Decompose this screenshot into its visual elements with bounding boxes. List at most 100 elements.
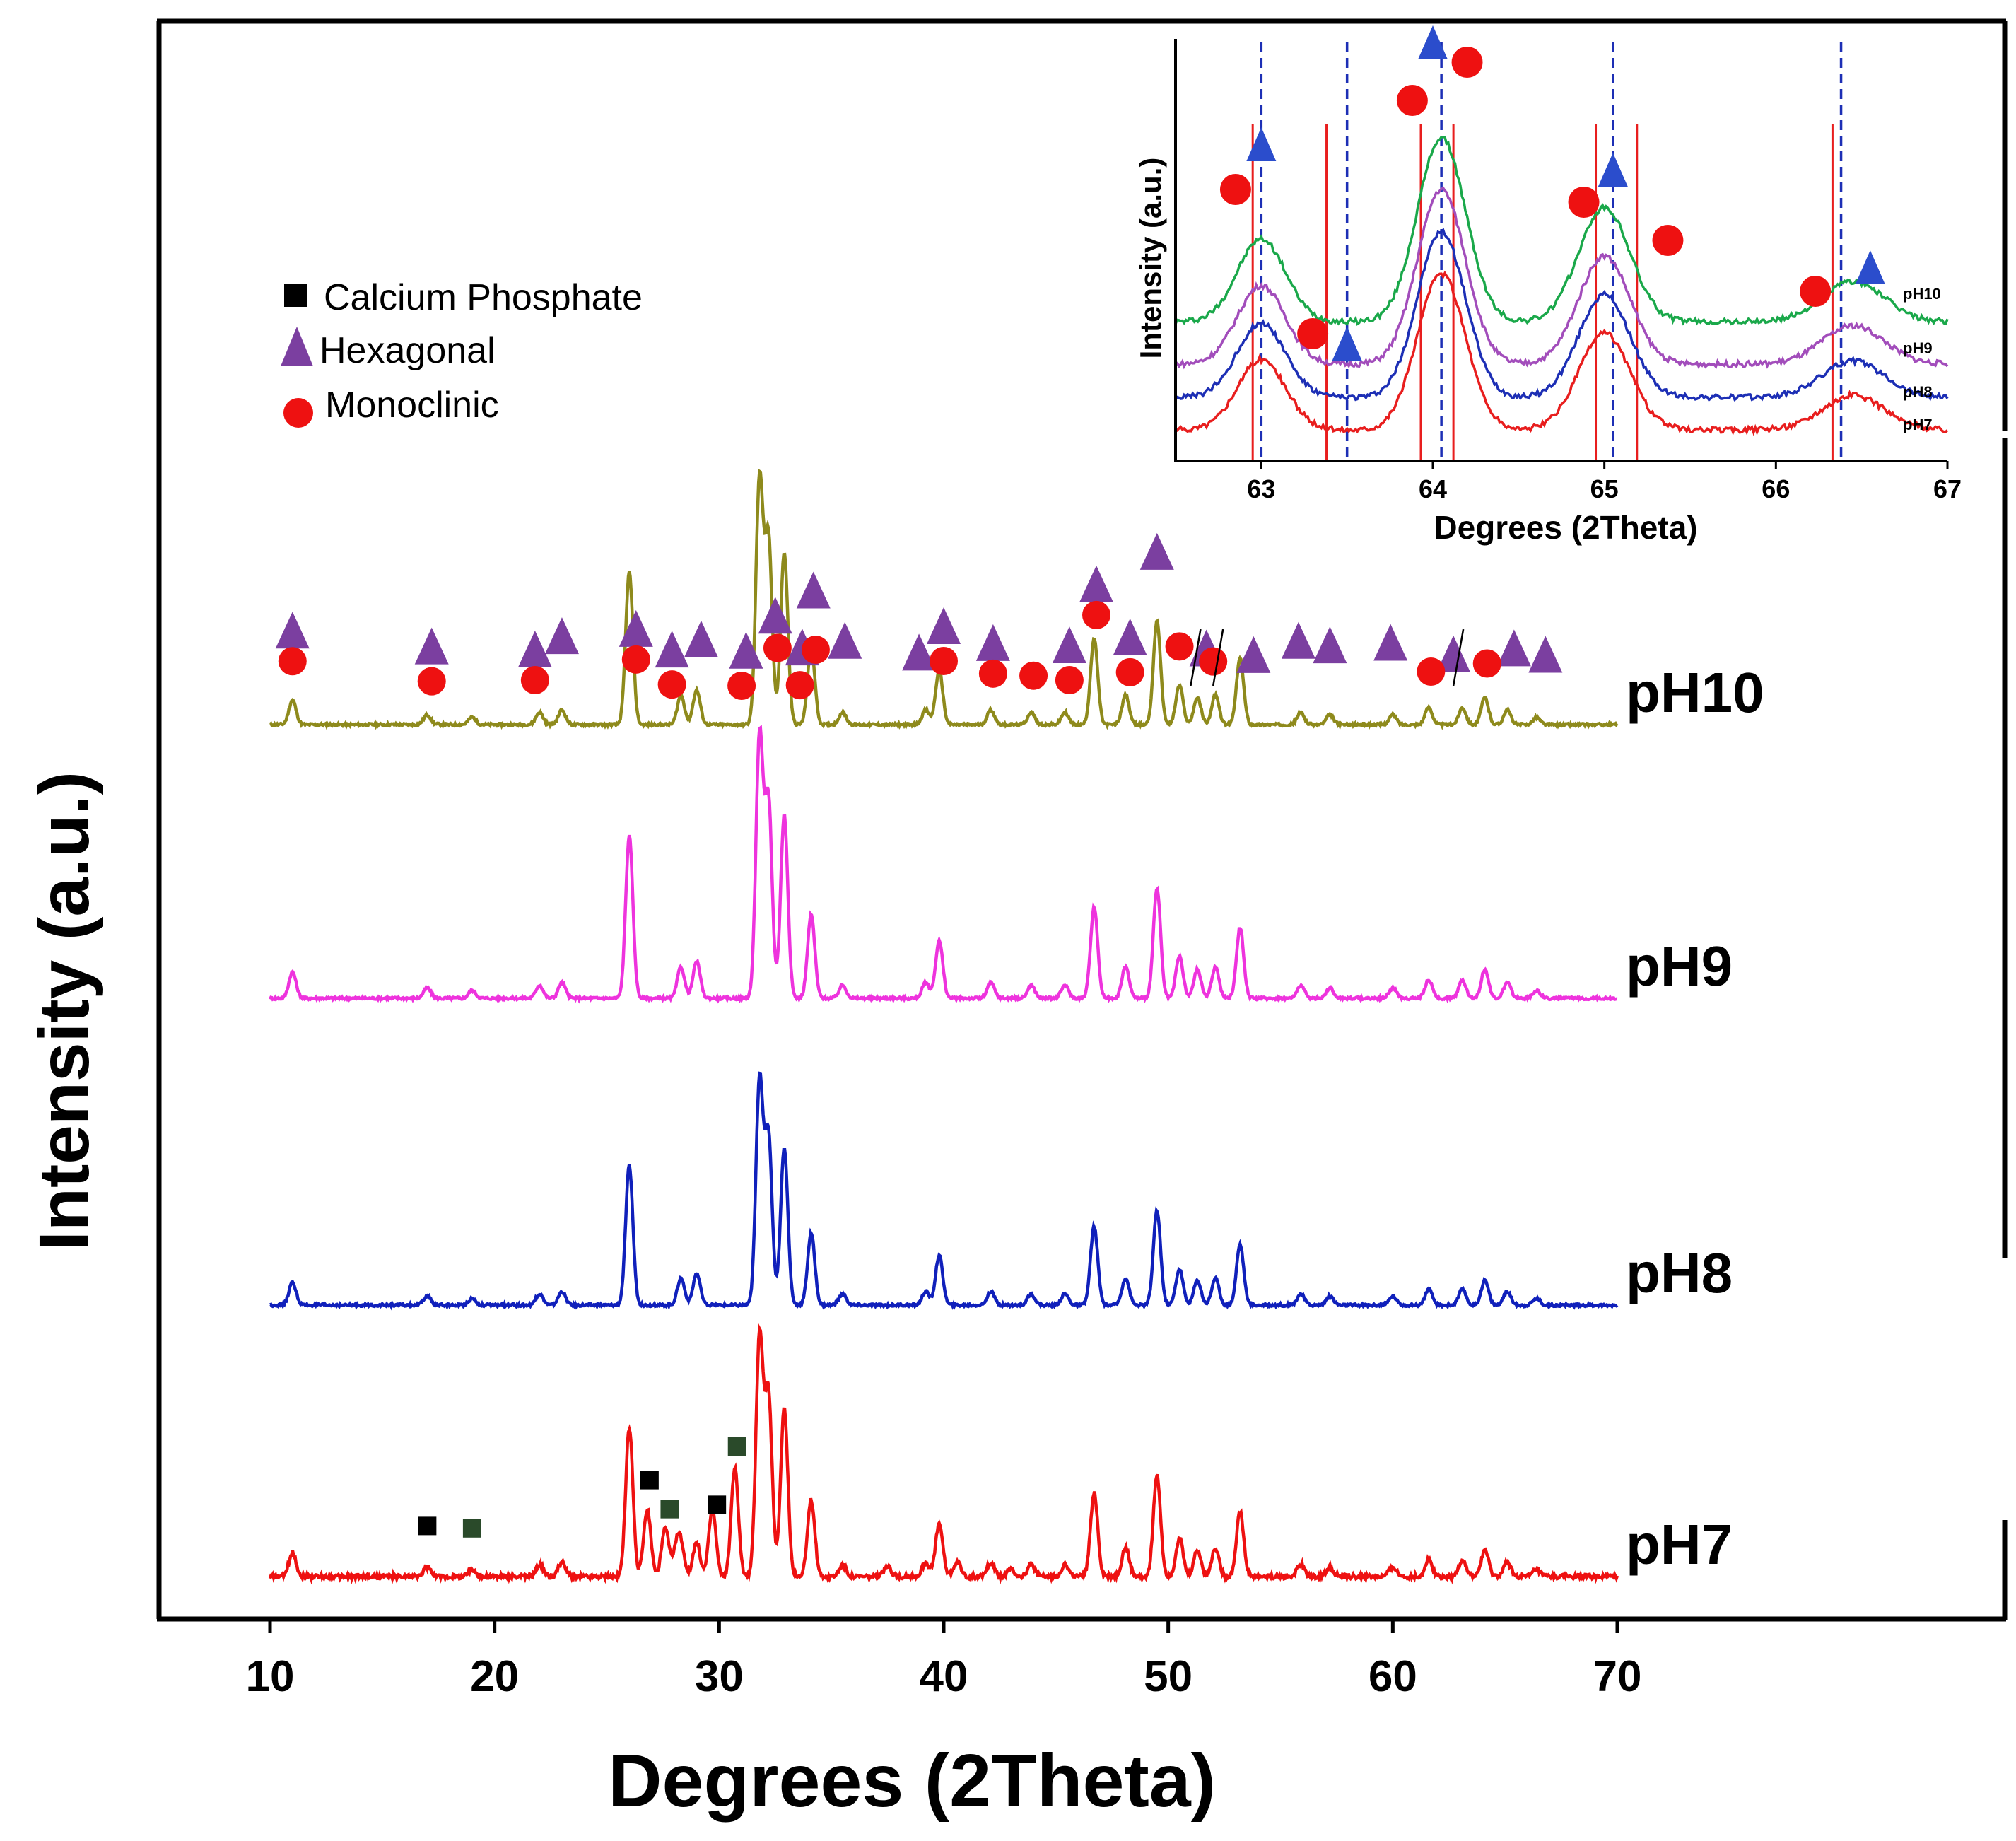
inset-monoclinic-marker: [1396, 85, 1428, 116]
inset-x-axis-label: Degrees (2Theta): [1434, 509, 1697, 546]
annotation-arrow: [1212, 629, 1224, 686]
legend-label-hexagonal: Hexagonal: [320, 330, 496, 371]
hexagonal-marker: [1236, 636, 1271, 673]
inset-hexagonal-marker: [1418, 25, 1448, 59]
hexagonal-marker: [1436, 635, 1471, 672]
calcium-phosphate-marker: [640, 1471, 659, 1490]
hexagonal-marker: [544, 617, 579, 655]
calcium-phosphate-marker: [462, 1519, 481, 1538]
x-axis-label: Degrees (2Theta): [608, 1739, 1216, 1823]
inset-series-group: pH10 pH9 pH8 pH7: [1174, 135, 1949, 436]
hexagonal-marker: [1373, 624, 1408, 661]
inset-hexagonal-marker: [1246, 127, 1277, 161]
hexagonal-marker: [414, 627, 449, 665]
monoclinic-marker: [1019, 661, 1048, 690]
inset-series-line-ph9: [1175, 186, 1949, 370]
monoclinic-marker: [520, 666, 549, 695]
inset-chart: pH10 pH9 pH8 pH7 63 64 65 66 67 Degrees (2Theta…: [1134, 25, 1962, 546]
inset-series-label-ph7: pH7: [1903, 416, 1933, 433]
inset-series-line-ph7: [1174, 270, 1949, 436]
hexagonal-marker: [1113, 618, 1147, 655]
annotation-arrow: [1190, 629, 1202, 686]
annotation-arrow: [1452, 629, 1465, 686]
monoclinic-marker: [763, 633, 792, 662]
legend-circle-marker: [283, 398, 313, 428]
monoclinic-marker: [1165, 632, 1194, 661]
hexagonal-marker: [975, 624, 1010, 661]
main-series-group: pH10 pH9 pH8 pH7: [268, 468, 1764, 1585]
calcium-phosphate-marker: [418, 1516, 437, 1536]
x-tick-label: 30: [695, 1652, 744, 1701]
hexagonal-marker: [758, 597, 792, 634]
series-line-ph7: [268, 1323, 1619, 1585]
hexagonal-marker: [1528, 636, 1563, 673]
series-label-ph10: pH10: [1626, 661, 1764, 724]
hexagonal-marker: [927, 607, 961, 644]
inset-series-label-ph10: pH10: [1903, 285, 1941, 303]
hexagonal-marker: [1079, 565, 1114, 602]
monoclinic-marker: [278, 647, 307, 676]
monoclinic-marker: [1115, 658, 1144, 686]
monoclinic-marker: [417, 667, 446, 696]
inset-series-line-ph8: [1174, 228, 1949, 402]
hexagonal-marker: [684, 620, 718, 658]
inset-series-label-ph9: pH9: [1903, 339, 1933, 357]
legend: Calcium Phosphate Hexagonal Monoclinic: [281, 277, 643, 428]
legend-square-marker: [284, 284, 307, 307]
inset-monoclinic-marker: [1219, 174, 1251, 205]
hexagonal-marker: [655, 631, 689, 668]
hexagonal-marker: [1139, 532, 1174, 570]
plot-frame: [156, 18, 2008, 1622]
series-label-ph8: pH8: [1626, 1241, 1733, 1304]
hexagonal-marker: [1496, 629, 1531, 667]
inset-monoclinic-marker: [1568, 187, 1600, 218]
monoclinic-marker: [801, 636, 830, 665]
monoclinic-marker: [1055, 666, 1084, 695]
hexagonal-marker: [517, 631, 552, 668]
series-label-ph9: pH9: [1626, 935, 1733, 998]
calcium-phosphate-marker: [660, 1500, 679, 1519]
hexagonal-marker: [1281, 621, 1315, 659]
inset-x-axis-ticks: 63 64 65 66 67: [1247, 461, 1962, 503]
hexagonal-marker: [796, 571, 831, 609]
x-axis-ticks: 10 20 30 40 50 60 70: [246, 1619, 1642, 1701]
hexagonal-marker: [619, 609, 653, 647]
monoclinic-marker: [978, 659, 1007, 688]
legend-label-monoclinic: Monoclinic: [325, 385, 499, 426]
monoclinic-marker: [657, 670, 686, 699]
monoclinic-marker: [621, 645, 650, 674]
monoclinic-marker: [1472, 649, 1501, 678]
inset-markers: [1219, 25, 1885, 361]
monoclinic-marker: [1417, 657, 1446, 686]
monoclinic-marker: [1082, 600, 1111, 629]
inset-series-label-ph8: pH8: [1903, 383, 1933, 401]
inset-axes: [1174, 39, 1947, 462]
inset-hexagonal-marker: [1855, 250, 1885, 284]
series-line-ph9: [268, 725, 1618, 1004]
monoclinic-marker: [727, 671, 756, 700]
inset-x-tick-label: 66: [1762, 474, 1790, 503]
hexagonal-marker: [1313, 626, 1347, 664]
calcium-phosphate-marker: [727, 1437, 746, 1456]
monoclinic-marker: [1199, 647, 1228, 676]
monoclinic-marker: [930, 646, 958, 675]
inset-x-tick-label: 65: [1590, 474, 1619, 503]
inset-monoclinic-marker: [1652, 225, 1684, 256]
series-label-ph7: pH7: [1626, 1513, 1733, 1576]
calcium-phosphate-marker: [708, 1495, 727, 1514]
x-tick-label: 60: [1369, 1652, 1417, 1701]
hexagonal-marker: [275, 612, 310, 649]
series-line-ph8: [269, 1071, 1619, 1311]
hexagonal-marker: [729, 631, 763, 669]
x-tick-label: 10: [246, 1652, 295, 1701]
inset-x-tick-label: 67: [1933, 474, 1962, 503]
inset-hexagonal-marker: [1598, 153, 1628, 187]
inset-y-axis-label: Intensity (a.u.): [1134, 158, 1167, 359]
hexagonal-marker: [828, 621, 862, 659]
inset-hexagonal-marker: [1332, 327, 1362, 361]
legend-label-calcium-phosphate: Calcium Phosphate: [324, 277, 643, 318]
inset-x-tick-label: 63: [1247, 474, 1275, 503]
x-tick-label: 70: [1593, 1652, 1642, 1701]
x-tick-label: 50: [1144, 1652, 1192, 1701]
